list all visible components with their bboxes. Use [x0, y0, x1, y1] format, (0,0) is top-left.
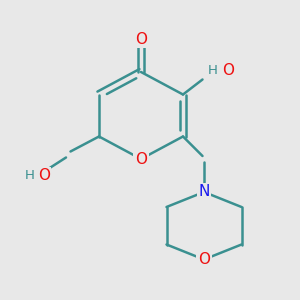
Text: N: N	[198, 184, 210, 200]
Text: H: H	[208, 64, 217, 77]
Text: O: O	[38, 168, 50, 183]
Text: H: H	[25, 169, 35, 182]
Text: O: O	[198, 252, 210, 267]
Text: O: O	[223, 63, 235, 78]
Text: O: O	[135, 32, 147, 46]
Text: O: O	[135, 152, 147, 166]
